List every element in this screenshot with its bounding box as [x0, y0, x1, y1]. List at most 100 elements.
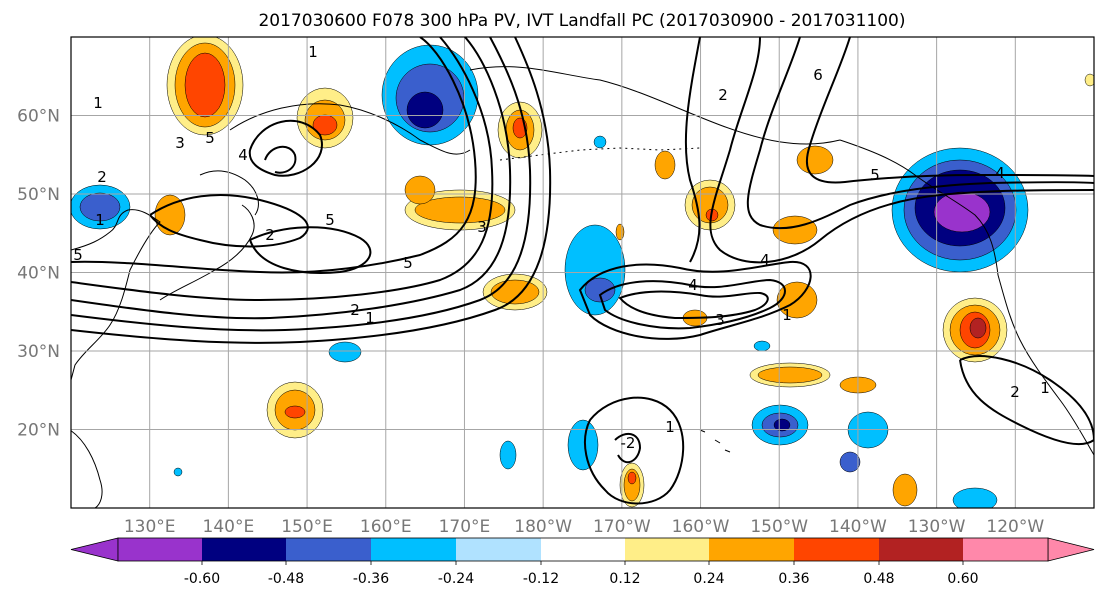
pv-shade-region	[1084, 73, 1094, 87]
colorbar-frame	[117, 537, 1049, 562]
coastline-alaska	[469, 66, 841, 145]
contour-label: 4	[995, 164, 1005, 182]
colorbar-tick-label: -0.48	[268, 571, 304, 587]
pv-shade-region	[654, 150, 676, 180]
contour-label: 1	[1040, 379, 1050, 397]
contour-label: 5	[73, 246, 83, 264]
contour-west-edge	[684, 37, 701, 263]
contour-label: 4	[238, 146, 248, 164]
lon-label: 140°E	[203, 517, 255, 537]
lat-label: 30°N	[17, 342, 60, 362]
lon-label: 120°W	[986, 517, 1044, 537]
contour-2-west	[71, 37, 532, 332]
coastlines	[71, 66, 1094, 508]
lat-label: 50°N	[17, 185, 60, 205]
pv-shade-region	[593, 135, 607, 149]
contour-label: 3	[477, 218, 487, 236]
colorbar-tick-label: 0.24	[693, 571, 724, 587]
contour-ring-4	[578, 260, 812, 340]
contour-label: 2	[718, 86, 728, 104]
coastline-kamchatka	[229, 103, 471, 155]
colorbar-segment	[202, 538, 286, 561]
contour-4-west	[71, 37, 494, 302]
pv-shade-region	[969, 317, 987, 339]
pv-shade-region	[284, 405, 306, 419]
pv-shade-region	[406, 91, 444, 129]
map-title: 2017030600 F078 300 hPa PV, IVT Landfall…	[258, 11, 905, 31]
pv-shade-region	[414, 196, 506, 224]
pv-shade-region	[173, 467, 183, 477]
lon-label: 160°W	[672, 517, 730, 537]
coastline-japan	[159, 204, 255, 301]
contour-label: 2	[350, 301, 360, 319]
pv-shade-region	[796, 145, 834, 175]
contour-label: 4	[760, 251, 770, 269]
colorbar-tick-label: -0.24	[438, 571, 474, 587]
pv-shade-region	[933, 191, 991, 233]
contour-ring-hawaii	[584, 396, 685, 505]
lat-label: 40°N	[17, 264, 60, 284]
colorbar-segment	[118, 538, 202, 561]
lon-label: 170°W	[593, 517, 651, 537]
gridlines	[71, 37, 1094, 508]
colorbar-segment	[625, 538, 709, 561]
contour-3-west	[71, 37, 512, 320]
colorbar-segment	[963, 538, 1048, 561]
contour-label: 5	[325, 211, 335, 229]
contour-label: 2	[265, 226, 275, 244]
colorbar-segment	[456, 538, 541, 561]
pv-shade-region	[615, 223, 625, 241]
colorbar: -0.60 -0.48 -0.36 -0.24 -0.12 0.12 0.24 0.36 0.4…	[70, 537, 1095, 587]
colorbar-segment	[371, 538, 456, 561]
pv-shade-region	[584, 277, 616, 303]
colorbar-tick-label: -0.12	[523, 571, 559, 587]
colorbar-segment	[286, 538, 371, 561]
contour-label: 3	[175, 134, 185, 152]
contour-label: 3	[715, 311, 725, 329]
lat-label: 20°N	[17, 421, 60, 441]
pv-shade-region	[892, 473, 918, 507]
pv-shade-region	[773, 418, 791, 432]
contour-1-east	[709, 37, 1094, 264]
colorbar-under-arrow	[70, 537, 119, 562]
contour-label: 1	[93, 94, 103, 112]
lat-label: 60°N	[17, 107, 60, 127]
lon-label: 130°E	[124, 517, 176, 537]
pv-shade-region	[567, 419, 599, 471]
contour-label: 2	[1010, 383, 1020, 401]
pv-shade-region	[328, 341, 362, 363]
pv-shade-region	[154, 194, 186, 236]
lon-label: 140°W	[829, 517, 887, 537]
colorbar-segment	[541, 538, 625, 561]
contour-label: 2	[97, 168, 107, 186]
pv-shade-region	[753, 340, 771, 352]
colorbar-tick-label: 0.12	[609, 571, 640, 587]
contour-1-west	[71, 37, 552, 344]
lon-label: 160°E	[360, 517, 412, 537]
pv-shade-region	[79, 192, 121, 222]
latitude-labels: 60°N 50°N 40°N 30°N 20°N	[17, 107, 60, 441]
pv-shade-region	[404, 175, 436, 205]
contour-label: 5	[403, 254, 413, 272]
contour-ring-3	[598, 278, 786, 330]
colorbar-tick-label: -0.36	[353, 571, 389, 587]
pv-shade-region	[627, 471, 637, 485]
contour-2-east	[746, 37, 1094, 230]
coastline-sakhalin	[199, 170, 259, 216]
contour-ring-2	[618, 290, 769, 320]
contour-ring-central	[249, 226, 372, 274]
colorbar-tick-label: 0.48	[863, 571, 894, 587]
pv-shade-region	[952, 487, 998, 508]
contour-label: 5	[870, 166, 880, 184]
contour-label: 5	[205, 129, 215, 147]
contour-label: 1	[665, 418, 675, 436]
contour-ring-japan	[149, 194, 309, 248]
map-frame	[70, 36, 1095, 509]
contour-label: 1	[95, 211, 105, 229]
contour-ring-inner	[264, 145, 297, 174]
lon-label: 150°W	[750, 517, 808, 537]
contour-5-west	[71, 37, 477, 274]
